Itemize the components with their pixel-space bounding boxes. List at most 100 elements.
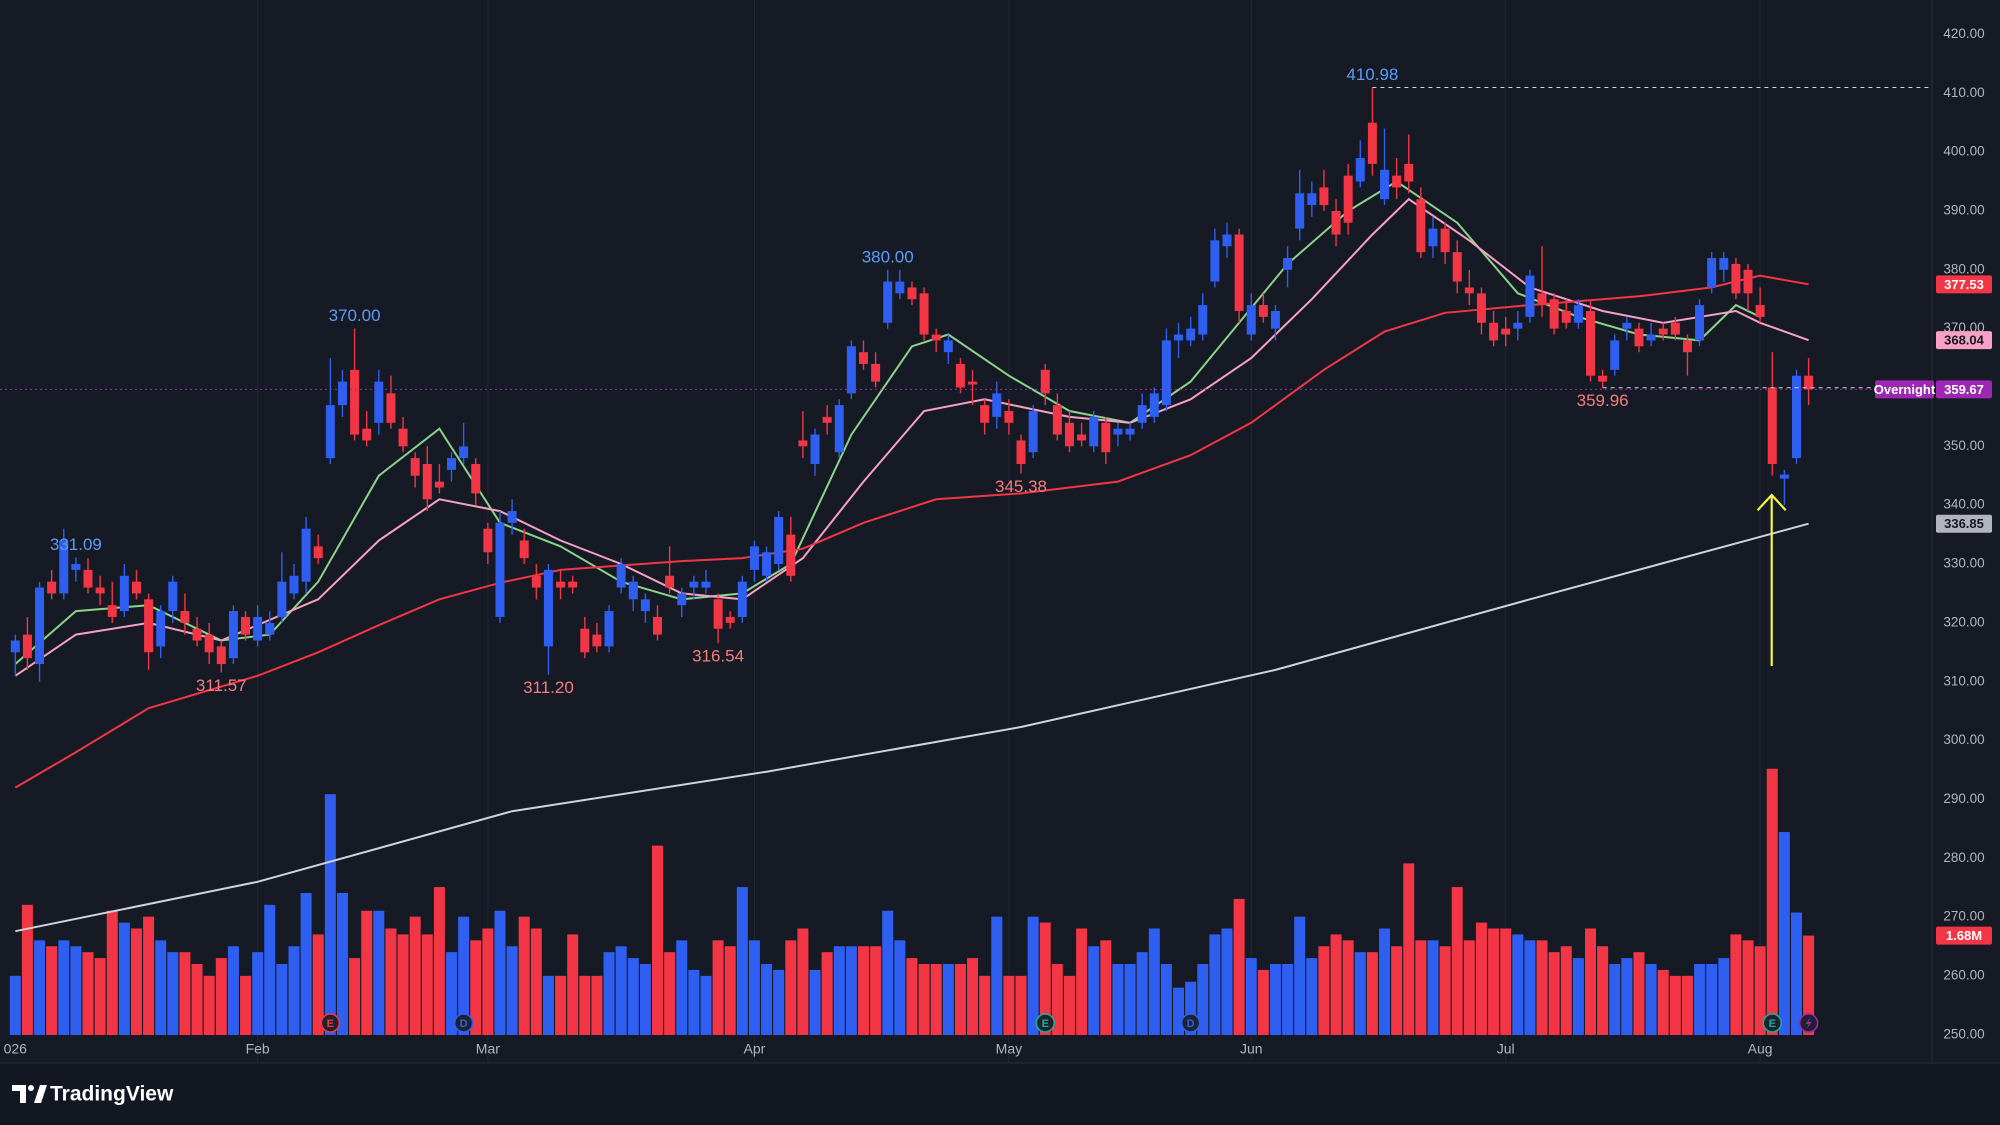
candle-body [447,458,457,470]
candle-body [1198,305,1208,335]
volume-bar [240,975,252,1035]
candle-body [1525,275,1535,317]
candle-body [737,581,747,617]
y-tick-label: 270.00 [1943,909,1984,924]
volume-bar [1597,946,1609,1035]
x-tick-label: Jun [1240,1041,1263,1057]
candle-body [1791,375,1801,459]
volume-bar [1197,963,1209,1035]
price-annotation: 311.57 [196,676,247,695]
volume-bar [967,958,979,1035]
candle-body [1040,369,1050,394]
volume-bar [1548,952,1560,1035]
candle-body [1610,340,1620,370]
candle-body [858,352,868,364]
price-tag-name-box [1875,380,1934,399]
candle-body [955,363,965,388]
volume-bar [761,963,773,1035]
candle-body [1331,210,1341,235]
candle-body [204,634,214,653]
volume-bar [1560,946,1572,1035]
candle-body [22,634,32,659]
volume-bar [482,928,494,1035]
candle-body [749,546,759,570]
candle-body [1804,375,1814,390]
volume-bar [46,946,58,1035]
volume-bar [227,946,239,1035]
candle-body [1174,334,1184,341]
candle-body [1622,322,1632,329]
volume-bar [882,910,894,1035]
candle-body [701,581,711,588]
candle-body [1634,328,1644,347]
volume-bar [409,916,421,1035]
y-tick-label: 300.00 [1943,732,1984,747]
volume-bar [1657,969,1669,1035]
arrow-head [1756,493,1787,511]
volume-bar [276,963,288,1035]
volume-bar [264,904,276,1035]
candle-body [1658,328,1668,335]
candle-body [1404,163,1414,182]
arrow [1756,493,1787,666]
candle-body [228,611,238,659]
candle-body [1052,405,1062,435]
volume-bar [567,934,579,1035]
candle-body [422,463,432,500]
event-label: D [460,1018,468,1030]
candle-body [1646,334,1656,341]
candle-body [1586,310,1596,376]
event-label: D [1187,1018,1195,1030]
candle-body [1149,393,1159,417]
volume-bar [421,934,433,1035]
volume-bar [1185,981,1197,1035]
candle-body [1016,440,1026,464]
volume-bar [1718,958,1730,1035]
candle-body [1501,328,1511,335]
candle-body [301,528,311,582]
volume-bar [1500,928,1512,1035]
volume-bar [785,940,797,1035]
candle-body [531,575,541,588]
y-tick-label: 410.00 [1943,85,1984,100]
candle-body [1004,411,1014,423]
volume-bar [591,975,603,1035]
candle-body [362,428,372,441]
candle-body [628,581,638,600]
candle-body [83,569,93,588]
volume-bar [1609,963,1621,1035]
volume-bar [688,969,700,1035]
price-annotation: 410.98 [1346,65,1398,84]
volume-bar [809,969,821,1035]
candle-body [968,381,978,385]
candle-body [95,587,105,594]
volume-bar [1681,975,1693,1035]
price-tag-value: 336.85 [1944,516,1984,531]
candle-body [556,581,566,588]
volume-bar [1245,958,1257,1035]
candle-body [1380,169,1390,200]
volume-bar [1282,963,1294,1035]
volume-bar [203,975,215,1035]
candle-body [289,575,299,594]
x-tick-label: Aug [1748,1041,1773,1057]
volume-bar [9,975,21,1035]
candle-body [119,575,129,612]
volume-bar [664,952,676,1035]
volume-bar [1148,928,1160,1035]
y-tick-label: 280.00 [1943,850,1984,865]
y-tick-label: 290.00 [1943,791,1984,806]
candle-body [253,616,263,641]
volume-bar [1451,887,1463,1035]
volume-bar [1076,928,1088,1035]
y-tick-label: 400.00 [1943,144,1984,159]
volume-bar [1354,952,1366,1035]
volume-bar [1039,922,1051,1035]
y-tick-label: 420.00 [1943,26,1984,41]
candle-body [1682,340,1692,353]
candle-body [1743,269,1753,294]
candle-body [798,440,808,447]
candle-body [604,611,614,647]
event-icon [1805,1017,1812,1029]
volume-bar [518,916,530,1035]
